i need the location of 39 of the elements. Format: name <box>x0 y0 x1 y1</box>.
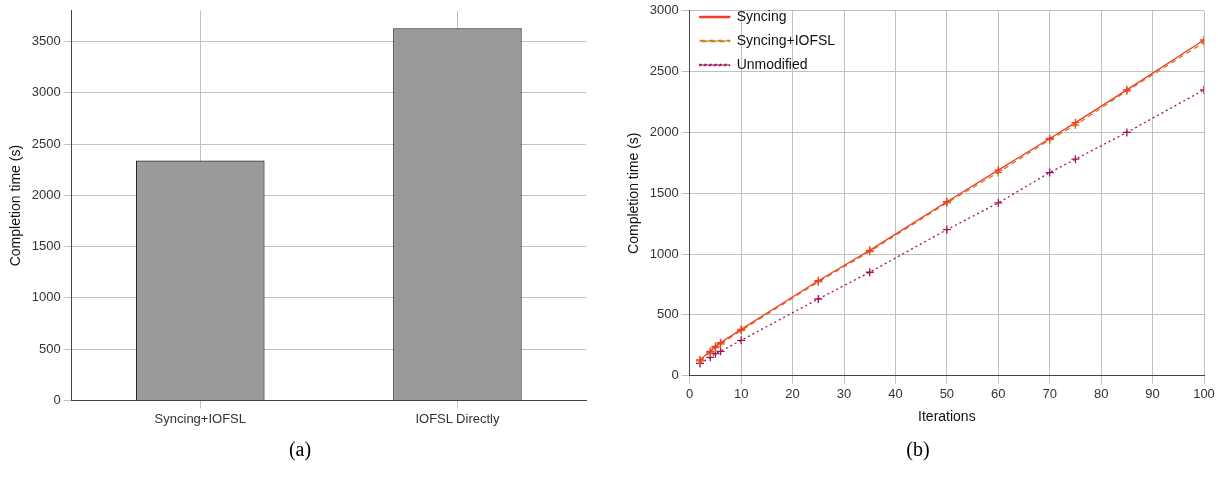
y-axis-title: Completion time (s) <box>7 144 24 267</box>
x-tick-label: 50 <box>939 385 955 401</box>
text: (b) <box>906 438 930 461</box>
y-tick-label: 3000 <box>31 84 61 100</box>
point <box>813 294 823 304</box>
y-tick-label: 2000 <box>649 123 679 139</box>
x-tick-label: 20 <box>785 385 800 401</box>
x-tick-label: 70 <box>1042 385 1057 401</box>
point <box>993 198 1003 208</box>
x-tick-label: 30 <box>836 385 852 401</box>
y-tick-label: 1000 <box>649 245 679 261</box>
y-axis-title: Completion time (s) <box>625 132 642 254</box>
y-tick-label: 2500 <box>649 63 679 79</box>
x-axis-title: Iterations <box>918 408 976 425</box>
y-tick-label: 3000 <box>649 2 679 18</box>
x-tick-label: 10 <box>733 385 749 401</box>
y-tick-label: 1500 <box>31 238 61 254</box>
x-tick-label: 40 <box>888 385 903 401</box>
x-tick-label: 0 <box>686 385 694 401</box>
text: (a) <box>288 438 312 461</box>
y-tick-label: 1500 <box>649 184 679 200</box>
y-tick-label: 2000 <box>31 186 61 202</box>
point <box>1122 127 1132 138</box>
x-tick-label: IOFSL Directly <box>415 410 500 426</box>
x-tick-label: 100 <box>1193 385 1215 401</box>
x-tick-label: 90 <box>1145 385 1160 401</box>
y-tick-label: 2500 <box>31 135 61 151</box>
point <box>942 225 952 235</box>
legend-label: Syncing <box>736 7 787 24</box>
y-tick-label: 500 <box>657 306 679 322</box>
y-tick-label: 1000 <box>31 289 61 305</box>
x-tick-label: 80 <box>1093 385 1109 401</box>
y-tick-label: 3500 <box>31 33 61 49</box>
x-tick-label: 60 <box>991 385 1006 401</box>
y-tick-label: 500 <box>39 340 61 356</box>
y-tick-label: 0 <box>671 367 679 383</box>
legend-label: Unmodified <box>736 55 808 72</box>
legend-label: Syncing+IOFSL <box>736 31 836 48</box>
point <box>736 335 746 345</box>
